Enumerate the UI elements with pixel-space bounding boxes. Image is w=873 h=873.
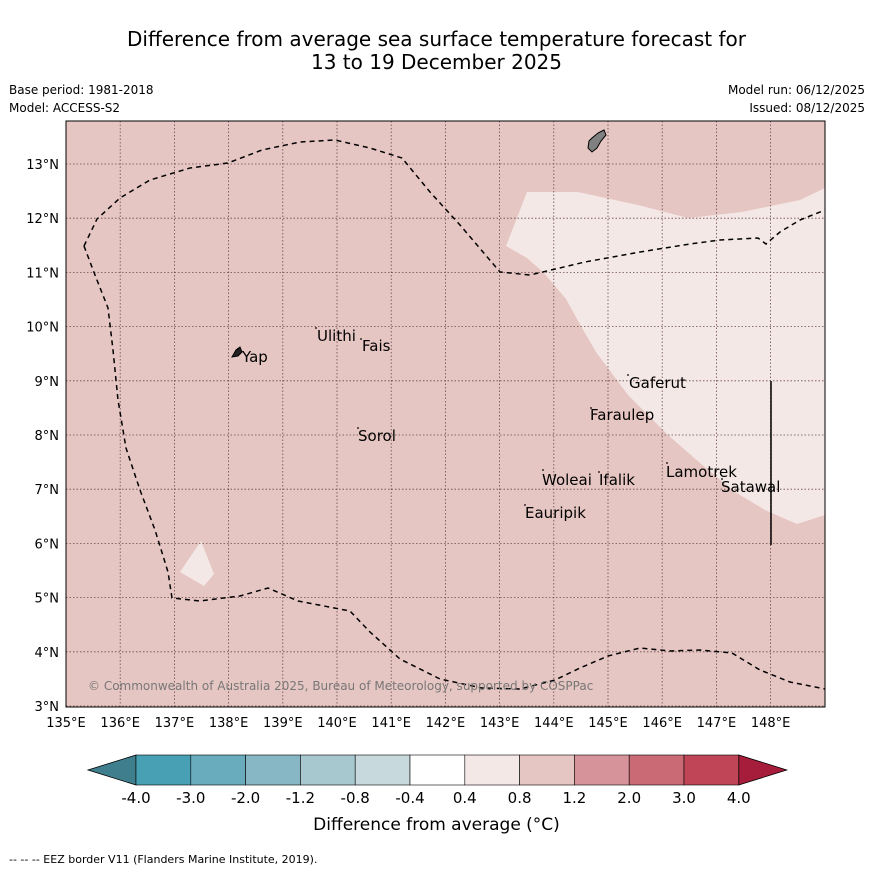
colorbar-labels: -4.0 -3.0 -2.0 -1.2 -0.8 -0.4 0.4 0.8 1.2 2.0 3.0 4… [121,789,750,807]
lat-tick-label: 3°N [35,700,60,715]
latitude-labels: 3°N 4°N 5°N 6°N 7°N 8°N 9°N 10°N 11°N 12°N 13°N [26,158,59,715]
place-marker [360,338,362,340]
colorbar-tick-label: 3.0 [672,789,696,807]
lat-tick-label: 10°N [26,321,59,336]
copyright-text: © Commonwealth of Australia 2025, Bureau… [88,679,593,693]
colorbar-bin [683,754,740,786]
colorbar-tick-label: -3.0 [176,789,205,807]
place-marker [627,374,629,376]
colorbar-tick-label: -0.8 [341,789,370,807]
lon-tick-label: 142°E [426,716,466,731]
colorbar-bin [354,754,411,786]
colorbar-tick-label: 0.4 [453,789,477,807]
issued-date: Issued: 08/12/2025 [749,101,865,115]
eez-border-south [83,245,825,690]
map-title: Difference from average sea surface temp… [0,28,873,74]
eez-border [83,139,825,276]
place-marker [524,504,526,506]
place-label: Lamotrek [666,463,737,481]
model-run: Model run: 06/12/2025 [727,83,865,97]
colorbar-tick-label: -2.0 [231,789,260,807]
yap-island [231,346,243,358]
colorbar-tick-label: 0.8 [508,789,532,807]
place-marker [237,348,239,350]
colorbar-tick-label: 2.0 [617,789,641,807]
colorbar-extend-high [738,754,789,786]
lat-tick-label: 8°N [35,429,60,444]
colorbar-bin [628,754,685,786]
colorbar-tick-label: -0.4 [395,789,424,807]
place-label: Ifalik [599,471,635,489]
colorbar [86,754,789,786]
colorbar-bin [574,754,630,786]
place-marker [598,471,600,473]
lon-tick-label: 148°E [751,716,791,731]
colorbar-tick-label: -4.0 [121,789,150,807]
place-label: Ulithi [317,327,356,345]
place-labels: Yap Ulithi Fais Sorol Gaferut Faraulep Woleai I… [237,327,780,522]
lon-tick-label: 141°E [371,716,411,731]
place-label: Satawal [721,478,780,496]
lon-tick-label: 136°E [100,716,140,731]
place-marker [590,407,592,409]
lon-tick-label: 147°E [697,716,737,731]
lon-tick-label: 135°E [46,716,86,731]
lat-tick-label: 11°N [26,266,59,281]
longitude-labels: 135°E 136°E 137°E 138°E 139°E 140°E 141°E 142°E… [46,716,790,731]
lat-tick-label: 13°N [26,158,59,173]
lat-tick-label: 7°N [35,483,60,498]
place-marker [721,478,723,480]
title-line-1: Difference from average sea surface temp… [126,27,746,51]
place-label: Fais [362,337,391,355]
base-period: Base period: 1981-2018 [9,83,154,97]
place-marker [542,469,544,471]
lon-tick-label: 138°E [209,716,249,731]
colorbar-bin [409,754,466,786]
lat-tick-label: 6°N [35,537,60,552]
lat-tick-label: 9°N [35,375,60,390]
eez-legend: -- -- -- EEZ border V11 (Flanders Marine… [9,853,318,866]
place-label: Sorol [358,427,396,445]
title-line-2: 13 to 19 December 2025 [310,50,562,74]
colorbar-bin [190,754,246,786]
place-label: Eauripik [525,504,586,522]
lon-tick-label: 137°E [155,716,195,731]
model-name: Model: ACCESS-S2 [9,101,121,115]
colorbar-bin [519,754,575,786]
place-marker [666,462,668,464]
lon-tick-label: 139°E [263,716,303,731]
colorbar-extend-low [86,754,137,786]
place-marker [315,327,317,329]
lon-tick-label: 145°E [588,716,628,731]
graticule [66,121,825,707]
place-marker [357,427,359,429]
place-label: Yap [241,348,268,366]
meta-left: Base period: 1981-2018 Model: ACCESS-S2 [9,81,154,117]
colorbar-bin [245,754,301,786]
lon-tick-label: 146°E [642,716,682,731]
lon-tick-label: 144°E [534,716,574,731]
colorbar-tick-label: 1.2 [562,789,586,807]
colorbar-bin [464,754,520,786]
place-label: Gaferut [629,374,686,392]
colorbar-bin [135,754,192,786]
colorbar-bin [300,754,356,786]
map-frame [65,120,826,708]
meta-right: Model run: 06/12/2025 Issued: 08/12/2025 [728,81,865,117]
guam-island [587,129,607,153]
place-label: Woleai [542,471,592,489]
lon-tick-label: 140°E [317,716,357,731]
place-label: Faraulep [590,406,654,424]
lat-tick-label: 4°N [35,646,60,661]
colorbar-tick-label: -1.2 [286,789,315,807]
colorbar-title: Difference from average (°C) [313,815,560,835]
lat-tick-label: 12°N [26,212,59,227]
lon-tick-label: 143°E [480,716,520,731]
anomaly-region-0p4-0p8-small [180,541,214,586]
lat-tick-label: 5°N [35,592,60,607]
colorbar-tick-label: 4.0 [727,789,751,807]
